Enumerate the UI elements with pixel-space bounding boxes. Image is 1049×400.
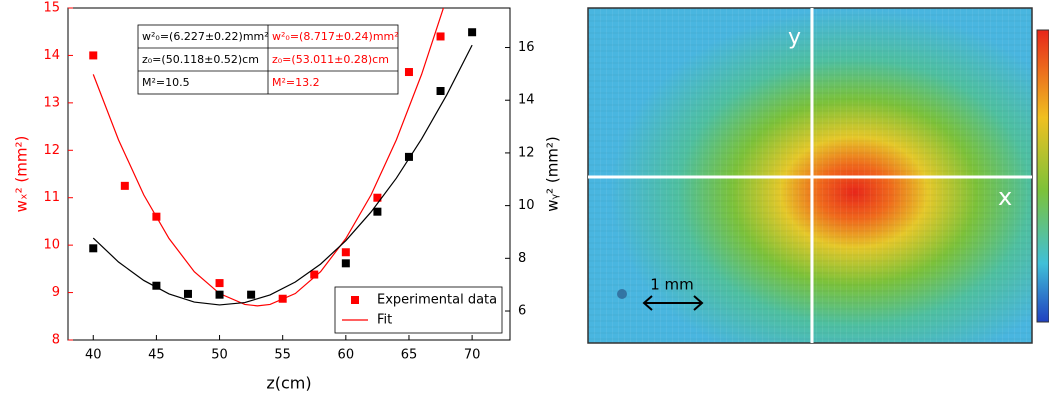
y-tick-label: 15 [43, 1, 60, 16]
data-point [89, 51, 98, 60]
y2-tick-label: 10 [518, 198, 535, 213]
data-point [404, 68, 413, 77]
legend-swatch [351, 296, 359, 304]
x-tick-label: 60 [338, 348, 355, 363]
data-point [468, 28, 477, 37]
y2-tick-label: 12 [518, 145, 535, 160]
y-tick-label: 11 [43, 190, 60, 205]
annotation: w²₀=(6.227±0.22)mm² [142, 30, 269, 43]
y2-tick-label: 14 [518, 93, 535, 108]
x-tick-label: 50 [211, 348, 228, 363]
data-point [215, 290, 224, 299]
data-point [341, 248, 350, 257]
annotation: z₀=(50.118±0.52)cm [142, 53, 259, 66]
data-point [152, 281, 161, 290]
y-tick-label: 13 [43, 95, 60, 110]
data-point [436, 87, 445, 95]
fit-line [92, 44, 473, 306]
x-tick-label: 45 [148, 348, 165, 363]
legend-label: Fit [377, 313, 392, 328]
annotation: z₀=(53.011±0.28)cm [272, 53, 389, 66]
y-tick-label: 10 [43, 238, 60, 253]
x-tick-label: 55 [274, 348, 291, 363]
x-tick-label: 40 [85, 348, 102, 363]
y-tick-label: 14 [43, 48, 60, 63]
x-line-label: x [998, 183, 1012, 211]
beam-image: y x 1 mm [587, 7, 1049, 344]
plot-area [89, 8, 477, 307]
y-tick-label: 8 [52, 333, 60, 348]
x-tick-label: 65 [401, 348, 418, 363]
y2-tick-label: 8 [518, 251, 526, 266]
data-point [183, 289, 192, 298]
fit-line [92, 8, 445, 307]
annotation: M²=13.2 [272, 76, 320, 89]
scale-bar-label: 1 mm [650, 276, 694, 294]
x-tick-label: 70 [464, 348, 481, 363]
y2-tick-label: 16 [518, 40, 535, 55]
annotation: M²=10.5 [142, 76, 190, 89]
colorbar [1036, 29, 1049, 323]
data-point [373, 193, 382, 202]
y-tick-label: 12 [43, 143, 60, 158]
annotation: w²₀=(8.717±0.24)mm² [272, 30, 399, 43]
data-point [341, 259, 350, 268]
y2-axis-label: wᵧ² (mm²) [544, 136, 562, 212]
data-point [436, 32, 445, 41]
data-point [247, 290, 256, 299]
plot-frame [67, 7, 511, 341]
spot [617, 289, 627, 299]
data-point [404, 152, 413, 161]
y2-tick-label: 6 [518, 304, 526, 319]
x-axis-label: z(cm) [266, 374, 311, 393]
chart: z(cm) wₓ² (mm²) wᵧ² (mm²) 40 45 50 55 60 65 70… [13, 1, 562, 393]
scale-bar-arrows [642, 295, 704, 311]
y-line-label: y [788, 25, 801, 50]
data-point [215, 279, 224, 288]
legend-box [334, 286, 503, 334]
data-point [373, 207, 382, 216]
data-point [120, 181, 129, 190]
y-axis-label: wₓ² (mm²) [13, 136, 31, 213]
data-point [310, 270, 319, 279]
legend-label: Experimental data [377, 293, 497, 308]
y-tick-label: 9 [52, 285, 60, 300]
data-point [89, 244, 98, 253]
